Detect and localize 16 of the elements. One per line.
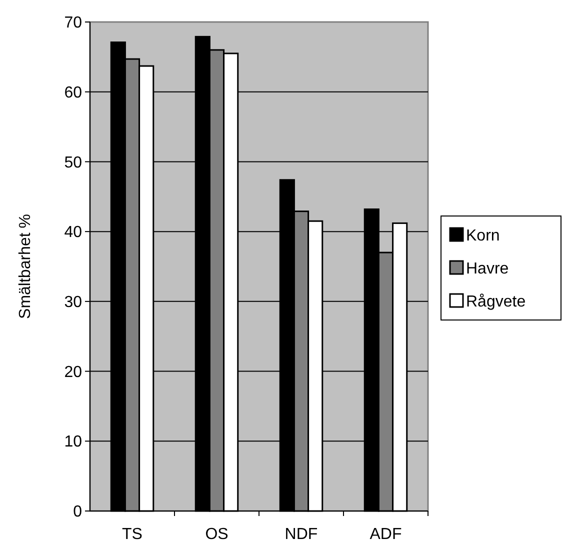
y-tick-label: 50 xyxy=(64,154,82,172)
legend-label: Rågvete xyxy=(466,294,526,311)
x-tick-label: OS xyxy=(205,526,228,543)
x-tick-label: ADF xyxy=(370,526,402,543)
y-tick-label: 30 xyxy=(64,294,82,312)
y-tick-label: 70 xyxy=(64,14,82,32)
legend-label: Havre xyxy=(466,260,509,278)
legend-label: Korn xyxy=(466,228,500,245)
y-tick-label: 60 xyxy=(64,84,82,102)
y-tick-label: 0 xyxy=(73,504,82,521)
y-tick-label: 20 xyxy=(64,364,82,381)
x-tick-label: NDF xyxy=(284,526,318,543)
y-tick-label: 10 xyxy=(64,434,82,451)
y-axis-title: Smältbarhet % xyxy=(17,214,34,319)
y-tick-label: 40 xyxy=(64,224,82,242)
x-tick-label: TS xyxy=(122,526,142,543)
